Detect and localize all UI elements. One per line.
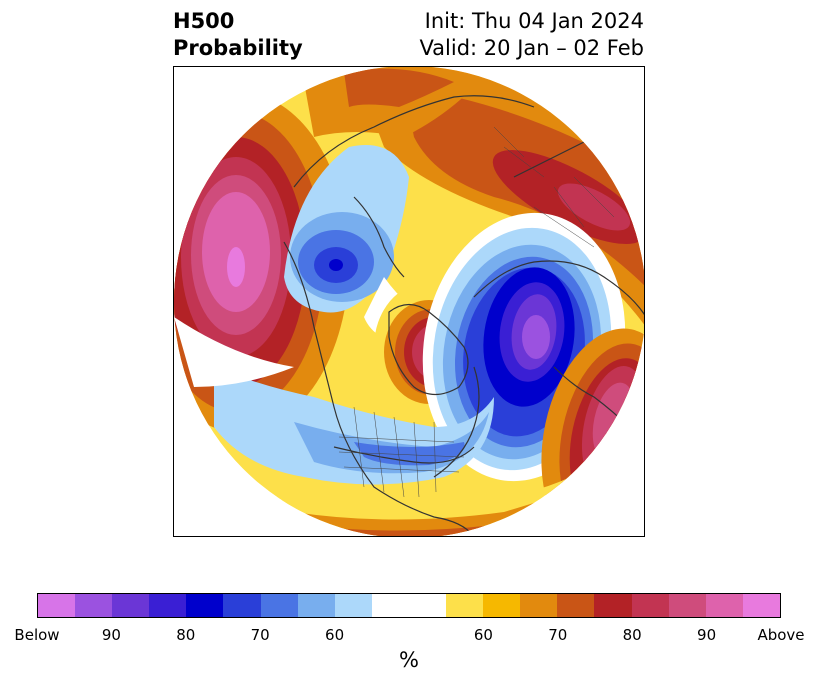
- title-variable: H500 Probability: [173, 8, 303, 62]
- colorbar-tick-label: 90: [101, 626, 121, 644]
- colorbar-swatch: [520, 594, 558, 617]
- colorbar-swatch: [742, 594, 780, 617]
- colorbar-labels: Below 90 80 70 60 60 70 80 90 Above: [0, 626, 819, 646]
- colorbar-swatch: [705, 594, 743, 617]
- colorbar-tick-label: Above: [757, 626, 805, 644]
- colorbar-tick-label: 60: [473, 626, 493, 644]
- title-line-1: H500: [173, 9, 235, 33]
- colorbar-swatch: [260, 594, 298, 617]
- colorbar-swatch: [483, 594, 521, 617]
- colorbar-swatch: [446, 594, 484, 617]
- colorbar-tick-label: 80: [176, 626, 196, 644]
- title-line-2: Probability: [173, 36, 303, 60]
- colorbar-swatch: [297, 594, 335, 617]
- colorbar-unit: %: [399, 648, 419, 672]
- colorbar-swatch: [631, 594, 669, 617]
- colorbar: [37, 593, 781, 618]
- valid-range: Valid: 20 Jan – 02 Feb: [419, 36, 644, 60]
- title-dates: Init: Thu 04 Jan 2024 Valid: 20 Jan – 02…: [419, 8, 644, 62]
- colorbar-tick-label: 70: [250, 626, 270, 644]
- colorbar-swatch: [75, 594, 113, 617]
- colorbar-tick-label: Below: [14, 626, 60, 644]
- colorbar-swatch: [223, 594, 261, 617]
- colorbar-tick-label: 80: [622, 626, 642, 644]
- probability-field: [174, 67, 644, 536]
- colorbar-swatch: [594, 594, 632, 617]
- borders: [338, 126, 615, 498]
- colorbar-swatch: [371, 594, 409, 617]
- colorbar-swatch: [149, 594, 187, 617]
- colorbar-swatch: [668, 594, 706, 617]
- colorbar-tick-label: 60: [325, 626, 345, 644]
- colorbar-tick-label: 90: [697, 626, 717, 644]
- colorbar-swatch: [186, 594, 224, 617]
- colorbar-swatch: [408, 594, 447, 617]
- map-panel: [173, 66, 645, 537]
- colorbar-swatch: [557, 594, 595, 617]
- colorbar-swatch: [112, 594, 150, 617]
- colorbar-swatch: [334, 594, 372, 617]
- init-date: Init: Thu 04 Jan 2024: [424, 9, 644, 33]
- colorbar-tick-label: 70: [548, 626, 568, 644]
- colorbar-swatch: [38, 594, 76, 617]
- probability-map: [174, 67, 644, 536]
